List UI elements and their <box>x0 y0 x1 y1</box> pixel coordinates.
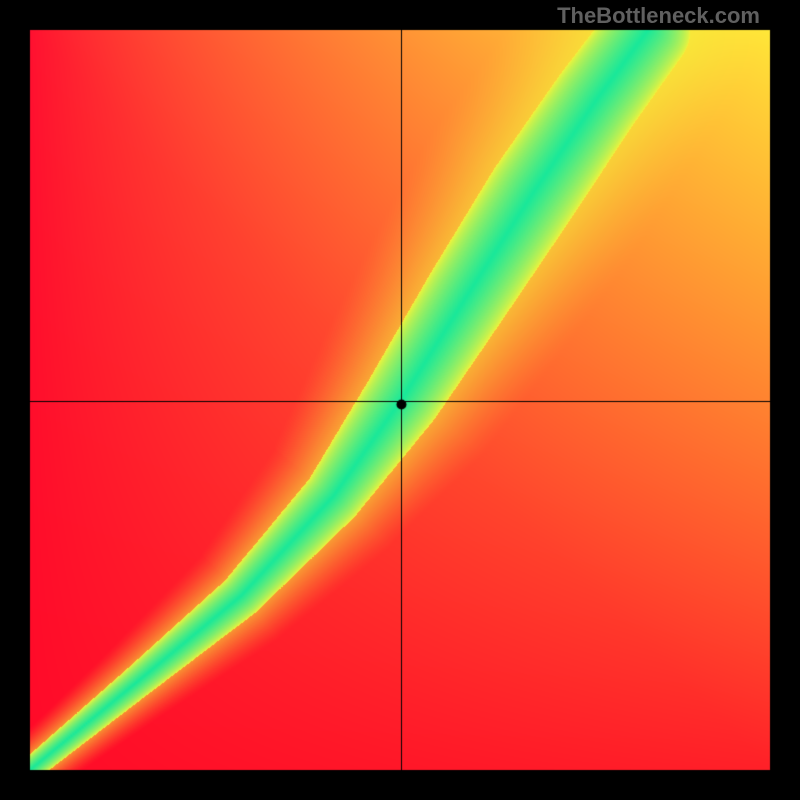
watermark-label: TheBottleneck.com <box>557 3 760 29</box>
chart-root: TheBottleneck.com <box>0 0 800 800</box>
bottleneck-heatmap-canvas <box>0 0 800 800</box>
